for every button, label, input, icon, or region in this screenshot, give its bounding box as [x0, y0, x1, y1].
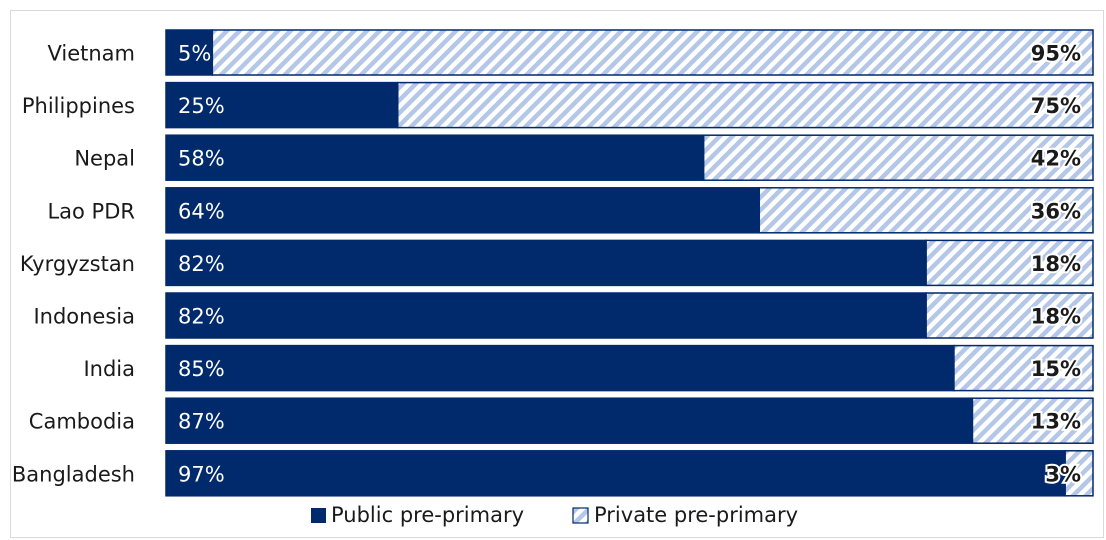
bars-group: 5% 95% 25% 75% 58% 42% 64% 36% 82% 18% 82% 18% 85% 15… — [165, 29, 1094, 497]
value-label-private: 15% — [1031, 357, 1081, 381]
value-label-private: 42% — [1031, 147, 1081, 171]
bar-private-indonesia — [925, 292, 1094, 339]
bar-public-india — [165, 344, 955, 392]
category-labels: Vietnam Philippines Nepal Lao PDR Kyrgyzstan… — [12, 42, 135, 487]
bar-public-philippines — [165, 81, 399, 129]
value-label-private: 75% — [1031, 94, 1081, 118]
value-label-public: 58% — [178, 147, 225, 171]
bar-private-philippines — [397, 81, 1094, 129]
category-label: Cambodia — [29, 410, 135, 434]
value-label-private: 36% — [1031, 199, 1081, 223]
category-label: Nepal — [74, 147, 135, 171]
category-label: India — [83, 357, 135, 381]
value-label-private: 95% — [1031, 42, 1081, 66]
bar-private-bangladesh — [1064, 450, 1094, 497]
value-label-private: 18% — [1031, 305, 1081, 329]
value-label-public: 25% — [178, 94, 225, 118]
category-label: Indonesia — [33, 305, 135, 329]
bar-public-lao-pdr — [165, 187, 761, 234]
bar-public-indonesia — [165, 292, 927, 339]
value-label-public: 64% — [178, 199, 225, 223]
bar-public-cambodia — [165, 397, 974, 444]
value-label-public: 5% — [178, 42, 211, 66]
category-label: Kyrgyzstan — [20, 252, 135, 276]
bar-private-vietnam — [211, 29, 1094, 76]
value-label-public: 82% — [178, 252, 225, 276]
value-label-private: 18% — [1031, 252, 1081, 276]
bar-private-lao-pdr — [758, 187, 1094, 234]
bar-public-nepal — [165, 134, 705, 181]
value-label-private: 3% — [1045, 462, 1081, 486]
legend: Public pre-primary Private pre-primary — [311, 503, 798, 527]
value-label-private: 13% — [1031, 410, 1081, 434]
value-label-public: 82% — [178, 305, 225, 329]
bar-public-vietnam — [165, 29, 214, 76]
bar-public-bangladesh — [165, 450, 1066, 497]
legend-swatch-public — [311, 508, 326, 523]
bar-private-kyrgyzstan — [925, 239, 1094, 287]
legend-label-public: Public pre-primary — [331, 503, 524, 527]
value-label-public: 97% — [178, 462, 225, 486]
bar-private-cambodia — [971, 397, 1094, 444]
legend-swatch-private — [572, 507, 589, 524]
category-label: Philippines — [22, 94, 135, 118]
bar-private-india — [953, 344, 1094, 392]
category-label: Bangladesh — [12, 462, 135, 486]
category-label: Vietnam — [47, 42, 135, 66]
legend-label-private: Private pre-primary — [594, 503, 798, 527]
bar-public-kyrgyzstan — [165, 239, 927, 287]
value-label-public: 85% — [178, 357, 225, 381]
value-label-public: 87% — [178, 410, 225, 434]
bar-private-nepal — [702, 134, 1094, 181]
category-label: Lao PDR — [47, 199, 135, 223]
